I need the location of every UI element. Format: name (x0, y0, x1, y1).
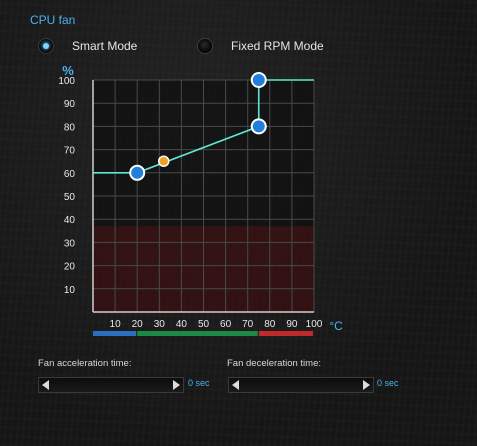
temperature-zone-bar (137, 331, 258, 336)
x-tick-label: 20 (132, 319, 144, 330)
acceleration-decrease-arrow-icon[interactable] (42, 380, 49, 390)
x-tick-label: 70 (242, 319, 254, 330)
x-tick-label: 50 (198, 319, 210, 330)
y-tick-label: 10 (64, 285, 76, 296)
temperature-zone-bar (93, 331, 137, 336)
x-axis-unit-label: °C (329, 319, 343, 333)
y-tick-label: 80 (64, 122, 76, 133)
x-tick-label: 80 (264, 319, 276, 330)
smart-mode-radio[interactable] (38, 38, 54, 54)
fixed-rpm-mode-option[interactable]: Fixed RPM Mode (197, 36, 324, 56)
y-axis-unit-label: % (62, 63, 74, 78)
x-tick-label: 60 (220, 319, 232, 330)
acceleration-label: Fan acceleration time: (38, 358, 132, 369)
smart-mode-option[interactable]: Smart Mode (38, 36, 137, 56)
curve-control-point[interactable] (250, 72, 267, 88)
y-tick-label: 30 (64, 238, 76, 249)
fixed-rpm-mode-radio[interactable] (197, 38, 213, 54)
y-tick-label: 60 (64, 169, 76, 180)
acceleration-increase-arrow-icon[interactable] (173, 380, 180, 390)
x-tick-label: 90 (286, 319, 298, 330)
deceleration-label: Fan deceleration time: (227, 358, 321, 369)
y-tick-label: 50 (64, 192, 76, 203)
curve-control-point[interactable] (129, 164, 146, 181)
x-tick-label: 10 (110, 319, 122, 330)
temperature-zone-bar (258, 331, 313, 336)
curve-control-point[interactable] (250, 118, 267, 135)
y-tick-label: 90 (64, 99, 76, 110)
fixed-rpm-mode-label: Fixed RPM Mode (231, 39, 324, 53)
current-temperature-point (157, 155, 170, 167)
deceleration-value: 0 sec (377, 378, 399, 388)
deceleration-slider[interactable] (228, 377, 374, 393)
x-tick-label: 30 (154, 319, 166, 330)
deceleration-decrease-arrow-icon[interactable] (232, 380, 239, 390)
y-tick-label: 40 (64, 215, 76, 226)
x-tick-label: 40 (176, 319, 188, 330)
acceleration-value: 0 sec (188, 378, 210, 388)
acceleration-slider[interactable] (38, 377, 184, 393)
smart-mode-label: Smart Mode (72, 39, 138, 53)
deceleration-increase-arrow-icon[interactable] (363, 380, 370, 390)
section-title: CPU fan (30, 13, 76, 27)
y-tick-label: 20 (64, 262, 76, 273)
x-tick-label: 100 (306, 319, 323, 330)
y-tick-label: 70 (64, 146, 76, 157)
y-tick-label: 100 (58, 76, 75, 87)
